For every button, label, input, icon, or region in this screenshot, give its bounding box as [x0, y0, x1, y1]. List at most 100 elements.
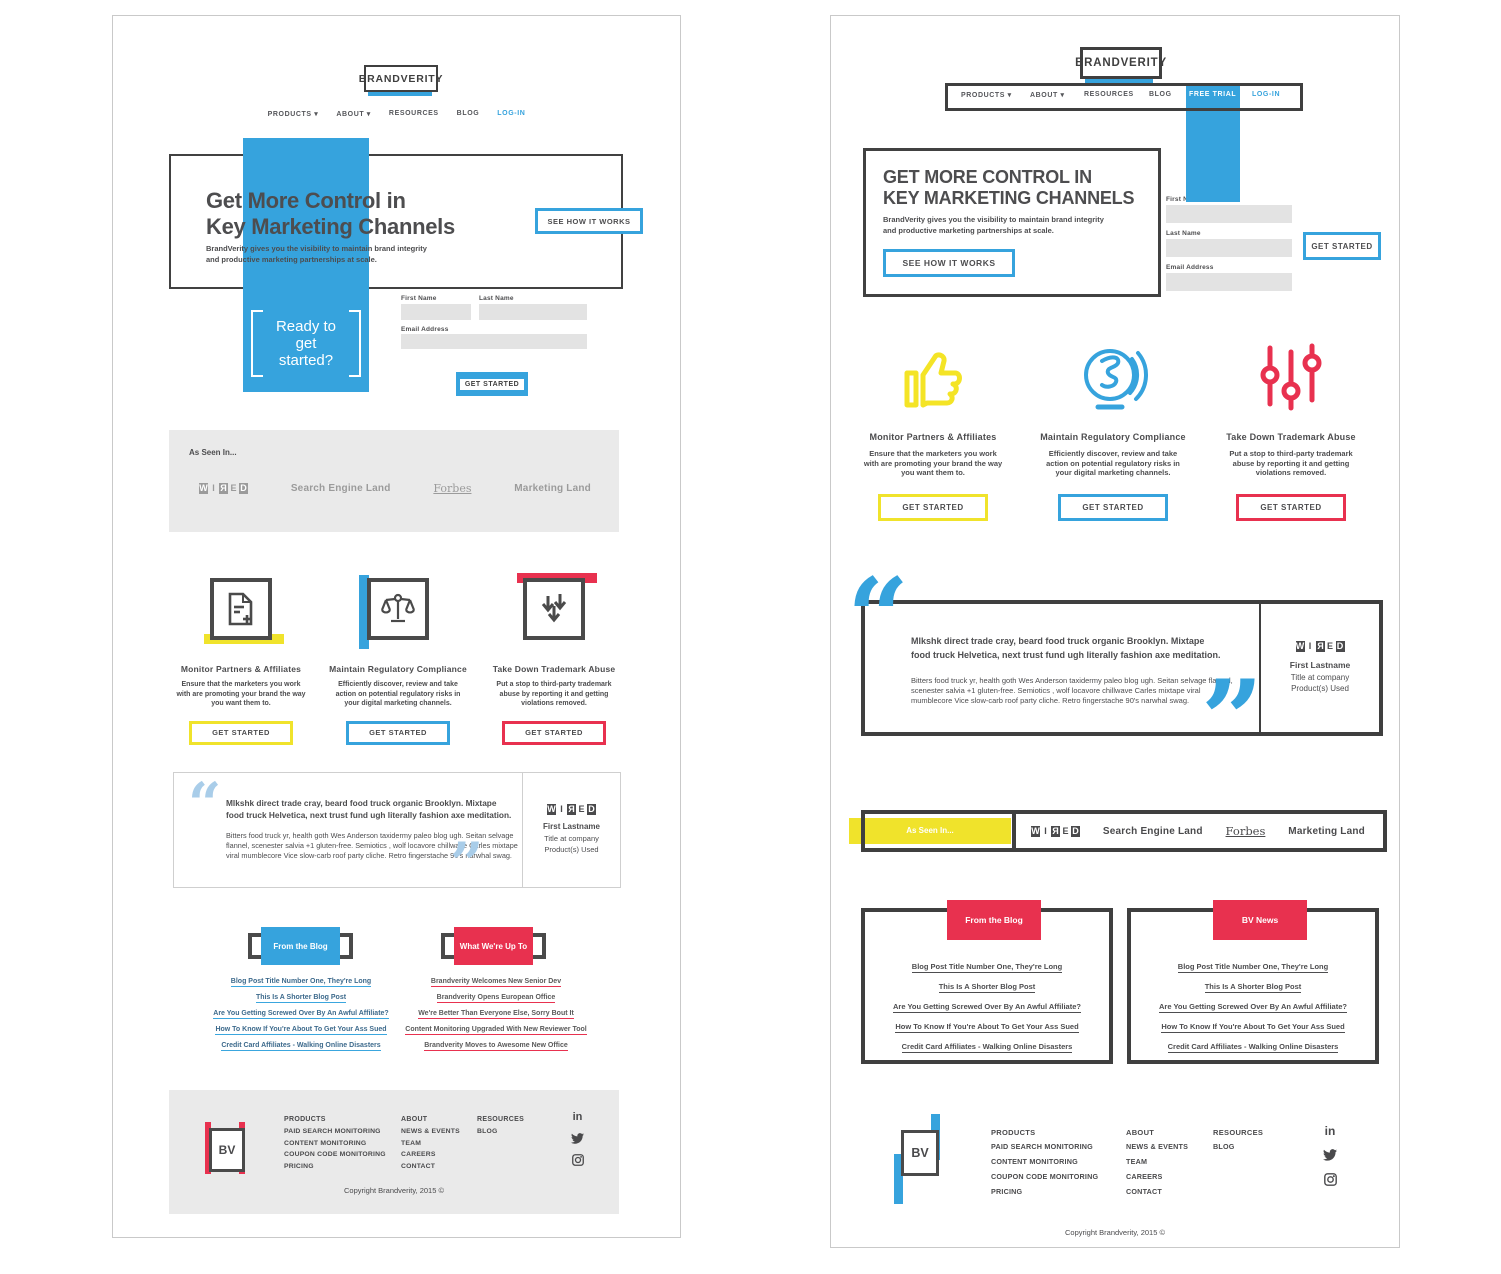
footer-link[interactable]: CONTACT — [401, 1162, 436, 1170]
get-started-button[interactable]: GET STARTED — [189, 720, 293, 745]
footer-link[interactable]: CONTENT MONITORING — [284, 1139, 367, 1147]
blog-post-link[interactable]: Credit Card Affiliates - Walking Online … — [901, 1042, 1073, 1053]
blog-post-link[interactable]: Credit Card Affiliates - Walking Online … — [221, 1042, 381, 1051]
first-name-label: First Name — [1166, 196, 1202, 203]
email-field[interactable] — [1166, 273, 1292, 291]
get-started-button[interactable]: GET STARTED — [456, 372, 528, 396]
linkedin-icon[interactable]: in — [1324, 1124, 1336, 1138]
footer-link[interactable]: NEWS & EVENTS — [1126, 1142, 1189, 1151]
news-link[interactable]: Brandverity Moves to Awesome New Office — [424, 1042, 568, 1051]
news-link[interactable]: Blog Post Title Number One, They're Long — [1177, 962, 1329, 973]
nav-products[interactable]: PRODUCTS ▾ — [961, 92, 1012, 99]
footer-link[interactable]: TEAM — [401, 1139, 422, 1147]
footer-link[interactable]: CONTACT — [1126, 1187, 1162, 1196]
news-link[interactable]: Brandverity Opens European Office — [436, 994, 556, 1003]
footer-about-column: ABOUT NEWS & EVENTS TEAM CAREERS CONTACT — [401, 1116, 460, 1170]
twitter-icon[interactable] — [1323, 1149, 1337, 1161]
blog-post-link[interactable]: This Is A Shorter Blog Post — [255, 994, 347, 1003]
search-engine-land-logo[interactable]: Search Engine Land — [1102, 825, 1203, 837]
testimonial-body: Bitters food truck yr, health goth Wes A… — [226, 831, 518, 860]
footer-link[interactable]: PAID SEARCH MONITORING — [284, 1128, 381, 1135]
get-started-button[interactable]: GET STARTED — [878, 493, 988, 521]
footer-social: in — [571, 1112, 584, 1166]
footer-link[interactable]: BLOG — [477, 1128, 498, 1135]
forbes-logo[interactable]: Forbes — [433, 482, 472, 495]
footer-link[interactable]: TEAM — [1126, 1157, 1148, 1166]
see-how-it-works-button[interactable]: SEE HOW IT WORKS — [535, 208, 643, 234]
blog-post-link[interactable]: Blog Post Title Number One, They're Long — [230, 978, 372, 987]
bv-footer-logo[interactable]: BV — [209, 1128, 245, 1172]
news-link[interactable]: Content Monitoring Upgraded With New Rev… — [405, 1026, 587, 1035]
forbes-logo[interactable]: Forbes — [1225, 824, 1266, 838]
blog-post-link[interactable]: Are You Getting Screwed Over By An Awful… — [213, 1010, 389, 1019]
bv-blue-bar-bottom — [894, 1154, 903, 1204]
footer-link[interactable]: PRICING — [991, 1187, 1023, 1196]
twitter-icon[interactable] — [571, 1133, 584, 1144]
footer-link[interactable]: COUPON CODE MONITORING — [284, 1151, 386, 1158]
brand-logo[interactable]: BRANDVERITY — [359, 65, 443, 92]
hero-title: GET MORE CONTROL IN KEY MARKETING CHANNE… — [883, 167, 1135, 208]
nav-resources[interactable]: RESOURCES — [388, 110, 439, 117]
nav-about[interactable]: ABOUT ▾ — [1030, 92, 1065, 99]
open-quote-icon: “ — [847, 555, 910, 681]
last-name-field[interactable] — [479, 304, 587, 320]
footer-link[interactable]: BLOG — [1213, 1142, 1235, 1151]
as-seen-yellow-band — [849, 818, 1011, 844]
nav-resources[interactable]: RESOURCES — [1084, 91, 1134, 98]
hero-title: Get More Control in Key Marketing Channe… — [206, 188, 455, 239]
news-link[interactable]: Credit Card Affiliates - Walking Online … — [1167, 1042, 1339, 1053]
search-engine-land-logo[interactable]: Search Engine Land — [290, 483, 391, 494]
news-link[interactable]: This Is A Shorter Blog Post — [1204, 982, 1302, 993]
footer-link[interactable]: PRICING — [284, 1162, 314, 1170]
get-started-button[interactable]: GET STARTED — [1236, 493, 1346, 521]
footer-link[interactable]: NEWS & EVENTS — [401, 1128, 460, 1135]
brand-logo-text: BRANDVERITY — [1075, 57, 1167, 69]
blog-post-link[interactable]: Are You Getting Screwed Over By An Awful… — [893, 1002, 1081, 1013]
nav-blog[interactable]: BLOG — [1149, 91, 1172, 98]
thumbs-up-icon — [853, 338, 1013, 424]
footer-link[interactable]: CAREERS — [1126, 1172, 1163, 1181]
news-link[interactable]: How To Know If You're About To Get Your … — [1161, 1022, 1345, 1033]
footer-link[interactable]: PAID SEARCH MONITORING — [991, 1142, 1093, 1151]
testimonial-divider — [1259, 604, 1261, 732]
footer-band: BV PRODUCTS PAID SEARCH MONITORING CONTE… — [169, 1090, 619, 1214]
bv-footer-logo[interactable]: BV — [901, 1130, 939, 1176]
nav-free-trial[interactable]: FREE TRIAL — [1189, 91, 1237, 98]
down-arrows-icon — [523, 578, 585, 640]
testimonial-title: Title at company — [544, 834, 599, 843]
blog-post-link[interactable]: How To Know If You're About To Get Your … — [895, 1022, 1079, 1033]
see-how-it-works-button[interactable]: SEE HOW IT WORKS — [883, 249, 1015, 277]
news-link[interactable]: Are You Getting Screwed Over By An Awful… — [1159, 1002, 1347, 1013]
chevron-down-icon: ▾ — [1060, 92, 1065, 99]
blog-post-link[interactable]: Blog Post Title Number One, They're Long — [911, 962, 1063, 973]
get-started-button[interactable]: GET STARTED — [502, 720, 606, 745]
email-field[interactable] — [401, 334, 587, 349]
first-name-field[interactable] — [1166, 205, 1292, 223]
chevron-down-icon: ▾ — [1007, 92, 1012, 99]
get-started-button[interactable]: GET STARTED — [1058, 493, 1168, 521]
instagram-icon[interactable] — [1323, 1173, 1337, 1186]
get-started-button[interactable]: GET STARTED — [1303, 232, 1381, 260]
news-link[interactable]: Brandverity Welcomes New Senior Dev — [430, 978, 562, 987]
instagram-icon[interactable] — [571, 1154, 584, 1166]
blog-post-link[interactable]: How To Know If You're About To Get Your … — [215, 1026, 387, 1035]
brand-logo[interactable]: BRANDVERITY — [1075, 47, 1166, 79]
footer-link[interactable]: COUPON CODE MONITORING — [991, 1172, 1099, 1181]
marketing-land-logo[interactable]: Marketing Land — [1288, 825, 1365, 837]
first-name-field[interactable] — [401, 304, 471, 320]
nav-login[interactable]: LOG-IN — [497, 110, 526, 117]
footer-link[interactable]: CAREERS — [401, 1151, 436, 1158]
nav-about[interactable]: ABOUT ▾ — [336, 111, 371, 118]
nav-products[interactable]: PRODUCTS ▾ — [267, 111, 319, 118]
news-link[interactable]: We're Better Than Everyone Else, Sorry B… — [418, 1010, 574, 1019]
get-started-button[interactable]: GET STARTED — [346, 720, 450, 745]
linkedin-icon[interactable]: in — [572, 1111, 583, 1123]
blog-post-link[interactable]: This Is A Shorter Blog Post — [938, 982, 1036, 993]
marketing-land-logo[interactable]: Marketing Land — [514, 483, 591, 494]
nav-login[interactable]: LOG-IN — [1252, 91, 1281, 98]
nav-blog[interactable]: BLOG — [456, 110, 480, 117]
last-name-field[interactable] — [1166, 239, 1292, 257]
footer-link[interactable]: CONTENT MONITORING — [991, 1157, 1078, 1166]
